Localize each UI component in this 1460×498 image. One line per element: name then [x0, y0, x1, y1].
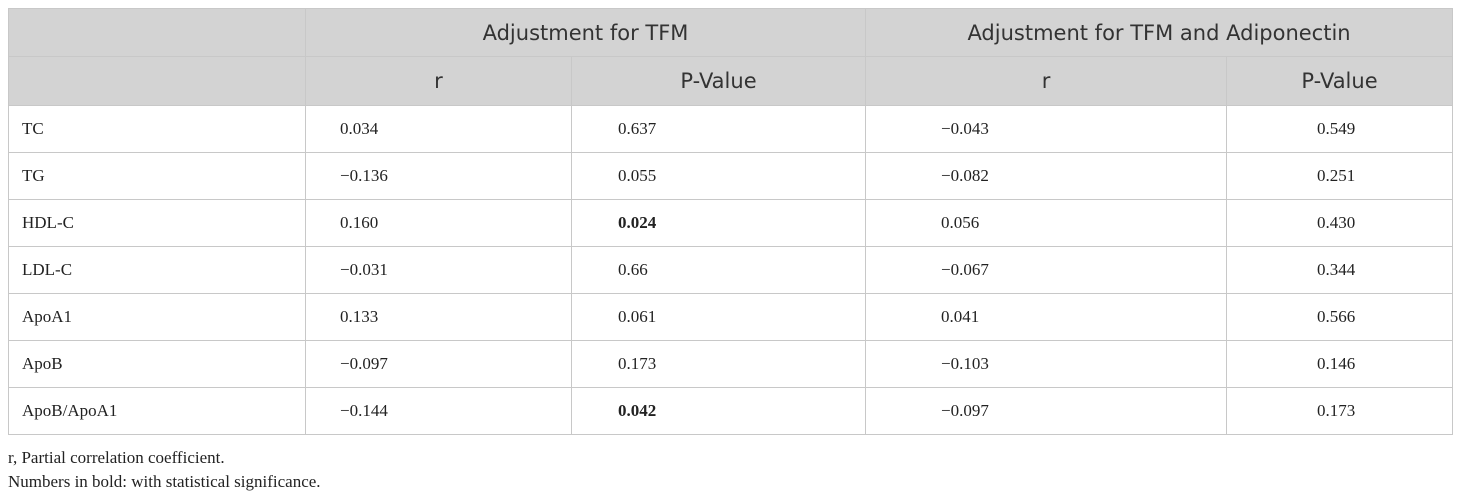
subheader-pvalue-1: P-Value — [570, 56, 867, 106]
cell-pvalue-tfm: 0.055 — [570, 152, 867, 200]
cell-r-tfm-adiponectin: 0.041 — [865, 293, 1228, 341]
cell-pvalue-tfm-adiponectin: 0.146 — [1226, 340, 1454, 388]
cell-r-tfm-adiponectin: −0.082 — [865, 152, 1228, 200]
group-header-tfm: Adjustment for TFM — [304, 8, 867, 57]
cell-pvalue-tfm: 0.042 — [570, 387, 867, 435]
cell-r-tfm: −0.031 — [305, 246, 572, 294]
cell-pvalue-tfm-adiponectin: 0.251 — [1226, 152, 1454, 200]
subheader-r-2: r — [865, 56, 1228, 106]
row-label: TC — [8, 105, 306, 153]
cell-pvalue-tfm-adiponectin: 0.566 — [1226, 293, 1454, 341]
row-label: LDL-C — [8, 246, 306, 294]
cell-r-tfm-adiponectin: −0.043 — [865, 105, 1228, 153]
cell-r-tfm-adiponectin: 0.056 — [865, 199, 1228, 247]
cell-pvalue-tfm: 0.024 — [570, 199, 867, 247]
cell-pvalue-tfm: 0.637 — [570, 105, 867, 153]
cell-pvalue-tfm: 0.173 — [570, 340, 867, 388]
cell-r-tfm: −0.136 — [305, 152, 572, 200]
cell-r-tfm-adiponectin: −0.097 — [865, 387, 1228, 435]
cell-r-tfm: 0.133 — [305, 293, 572, 341]
cell-pvalue-tfm-adiponectin: 0.344 — [1226, 246, 1454, 294]
table-row: LDL-C −0.031 0.66 −0.067 0.344 — [8, 246, 1454, 294]
table-row: ApoA1 0.133 0.061 0.041 0.566 — [8, 293, 1454, 341]
cell-r-tfm: −0.144 — [305, 387, 572, 435]
cell-pvalue-tfm-adiponectin: 0.430 — [1226, 199, 1454, 247]
table-row: TG −0.136 0.055 −0.082 0.251 — [8, 152, 1454, 200]
header-empty-cell — [8, 8, 306, 57]
group-header-tfm-adiponectin: Adjustment for TFM and Adiponectin — [865, 8, 1454, 57]
subheader-r-1: r — [305, 56, 572, 106]
table-row: ApoB −0.097 0.173 −0.103 0.146 — [8, 340, 1454, 388]
row-label: TG — [8, 152, 306, 200]
subheader-empty-cell — [8, 56, 306, 106]
cell-pvalue-tfm: 0.061 — [570, 293, 867, 341]
table-footnotes: r, Partial correlation coefficient. Numb… — [8, 446, 321, 494]
row-label: ApoB — [8, 340, 306, 388]
cell-r-tfm: 0.160 — [305, 199, 572, 247]
table-row: HDL-C 0.160 0.024 0.056 0.430 — [8, 199, 1454, 247]
cell-pvalue-tfm: 0.66 — [570, 246, 867, 294]
table-row: TC 0.034 0.637 −0.043 0.549 — [8, 105, 1454, 153]
subheader-pvalue-2: P-Value — [1226, 56, 1454, 106]
row-label: HDL-C — [8, 199, 306, 247]
cell-r-tfm-adiponectin: −0.067 — [865, 246, 1228, 294]
footnote-r-definition: r, Partial correlation coefficient. — [8, 448, 225, 467]
correlation-table: Adjustment for TFM Adjustment for TFM an… — [8, 8, 1454, 435]
cell-r-tfm: −0.097 — [305, 340, 572, 388]
row-label: ApoA1 — [8, 293, 306, 341]
row-label: ApoB/ApoA1 — [8, 387, 306, 435]
table-row: ApoB/ApoA1 −0.144 0.042 −0.097 0.173 — [8, 387, 1454, 435]
footnote-bold-meaning: Numbers in bold: with statistical signif… — [8, 472, 321, 491]
cell-pvalue-tfm-adiponectin: 0.549 — [1226, 105, 1454, 153]
cell-r-tfm-adiponectin: −0.103 — [865, 340, 1228, 388]
cell-r-tfm: 0.034 — [305, 105, 572, 153]
cell-pvalue-tfm-adiponectin: 0.173 — [1226, 387, 1454, 435]
